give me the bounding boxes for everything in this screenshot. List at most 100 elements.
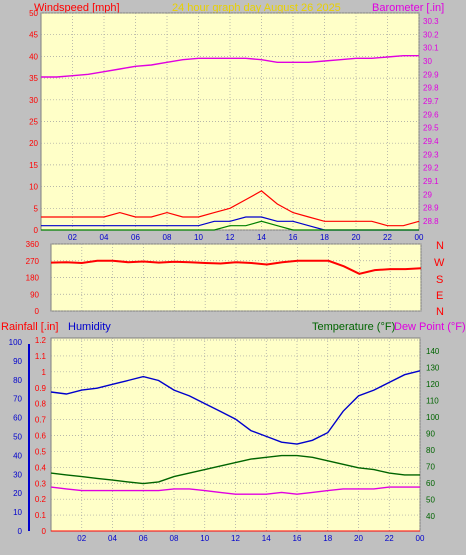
barometer-tick-label: 29.1 <box>423 177 439 186</box>
temperature-tick-label: 130 <box>426 364 440 373</box>
time-tick-label: 02 <box>68 233 77 242</box>
windspeed-tick-label: 30 <box>29 96 38 105</box>
humidity-tick-label: 0 <box>18 527 23 536</box>
temperature-tick-label: 90 <box>426 430 435 439</box>
barometer-tick-label: 30 <box>423 57 432 66</box>
time-tick-label: 14 <box>262 534 271 543</box>
rainfall-tick-label: 0.8 <box>35 400 47 409</box>
compass-e: E <box>436 290 443 302</box>
compass-n-bottom: N <box>436 306 444 318</box>
windspeed-tick-label: 25 <box>29 118 38 127</box>
time-tick-label: 16 <box>293 534 302 543</box>
temperature-label: Temperature (°F) <box>312 321 395 333</box>
temperature-tick-label: 140 <box>426 347 440 356</box>
temperature-line <box>50 454 420 485</box>
rainfall-tick-label: 0.3 <box>35 479 47 488</box>
time-tick-label: 08 <box>170 534 179 543</box>
humidity-tick-label: 80 <box>13 376 22 385</box>
rainfall-tick-label: 1.2 <box>35 336 47 345</box>
barometer-tick-label: 30.2 <box>423 30 439 39</box>
time-tick-label: 02 <box>77 534 86 543</box>
tick-labels: 0510152025303540455028.828.92929.129.229… <box>9 9 440 543</box>
humidity-tick-label: 50 <box>13 433 22 442</box>
temperature-tick-label: 100 <box>426 413 440 422</box>
temperature-tick-label: 40 <box>426 512 435 521</box>
windspeed-tick-label: 35 <box>29 74 38 83</box>
time-tick-label: 10 <box>200 534 209 543</box>
time-tick-label: 10 <box>194 233 203 242</box>
wind-direction-line <box>50 259 422 275</box>
rainfall-tick-label: 0.5 <box>35 447 47 456</box>
humidity-line <box>50 370 421 445</box>
time-tick-label: 14 <box>257 233 266 242</box>
temperature-tick-label: 120 <box>426 380 440 389</box>
time-tick-label: 20 <box>354 534 363 543</box>
windspeed-tick-label: 0 <box>34 226 39 235</box>
rainfall-tick-label: 0 <box>42 527 47 536</box>
humidity-tick-label: 30 <box>13 470 22 479</box>
temperature-tick-label: 70 <box>426 463 435 472</box>
temperature-tick-label: 60 <box>426 479 435 488</box>
barometer-tick-label: 30.3 <box>423 17 439 26</box>
windspeed-label: Windspeed [mph] <box>34 2 120 14</box>
direction-tick-label: 90 <box>30 290 39 299</box>
windspeed-tick-label: 50 <box>29 9 38 18</box>
rainfall-tick-label: 0.9 <box>35 384 47 393</box>
windspeed-tick-label: 5 <box>34 204 39 213</box>
rainfall-tick-label: 0.2 <box>35 495 47 504</box>
humidity-tick-label: 100 <box>9 338 23 347</box>
time-tick-label: 04 <box>108 534 117 543</box>
time-tick-label: 00 <box>416 534 425 543</box>
time-tick-label: 12 <box>226 233 235 242</box>
barometer-tick-label: 30.1 <box>423 44 439 53</box>
windspeed-tick-label: 45 <box>29 31 38 40</box>
temperature-tick-label: 80 <box>426 446 435 455</box>
barometer-tick-label: 29.6 <box>423 110 439 119</box>
barometer-tick-label: 29.8 <box>423 84 439 93</box>
time-tick-label: 18 <box>323 534 332 543</box>
direction-tick-label: 360 <box>26 240 40 249</box>
direction-tick-label: 180 <box>26 274 40 283</box>
compass-w: W <box>434 257 445 269</box>
humidity-tick-label: 70 <box>13 395 22 404</box>
humidity-tick-label: 60 <box>13 414 22 423</box>
time-tick-label: 04 <box>100 233 109 242</box>
barometer-tick-label: 29.9 <box>423 70 439 79</box>
time-tick-label: 06 <box>139 534 148 543</box>
sustained-wind-line <box>41 220 419 231</box>
direction-tick-label: 0 <box>35 307 40 316</box>
time-tick-label: 06 <box>131 233 140 242</box>
dewpoint-line <box>50 486 420 495</box>
barometer-tick-label: 28.9 <box>423 204 439 213</box>
time-tick-label: 20 <box>352 233 361 242</box>
direction-tick-label: 270 <box>26 257 40 266</box>
barometer-tick-label: 29.3 <box>423 150 439 159</box>
barometer-tick-label: 29.5 <box>423 124 439 133</box>
rainfall-tick-label: 1.1 <box>35 352 47 361</box>
time-tick-label: 08 <box>163 233 172 242</box>
windspeed-tick-label: 10 <box>29 183 38 192</box>
temperature-tick-label: 110 <box>426 397 439 406</box>
compass-s: S <box>436 274 443 286</box>
barometer-tick-label: 28.8 <box>423 217 439 226</box>
rainfall-tick-label: 1 <box>42 368 47 377</box>
barometer-tick-label: 29.4 <box>423 137 439 146</box>
time-tick-label: 22 <box>385 534 394 543</box>
gust-line <box>41 190 420 227</box>
rainfall-tick-label: 0.6 <box>35 432 47 441</box>
time-tick-label: 00 <box>415 233 424 242</box>
humidity-tick-label: 90 <box>13 357 22 366</box>
rainfall-tick-label: 0.4 <box>35 463 47 472</box>
barometer-line <box>41 55 419 78</box>
graph-title: 24 hour graph day August 26 2025 <box>172 2 341 14</box>
rainfall-label: Rainfall [.in] <box>1 321 58 333</box>
time-tick-label: 18 <box>320 233 329 242</box>
temperature-tick-label: 50 <box>426 496 435 505</box>
barometer-tick-label: 29 <box>423 190 432 199</box>
humidity-label: Humidity <box>68 321 111 333</box>
time-tick-label: 12 <box>231 534 240 543</box>
barometer-tick-label: 29.2 <box>423 164 439 173</box>
humidity-tick-label: 10 <box>13 508 22 517</box>
windspeed-tick-label: 15 <box>29 161 38 170</box>
